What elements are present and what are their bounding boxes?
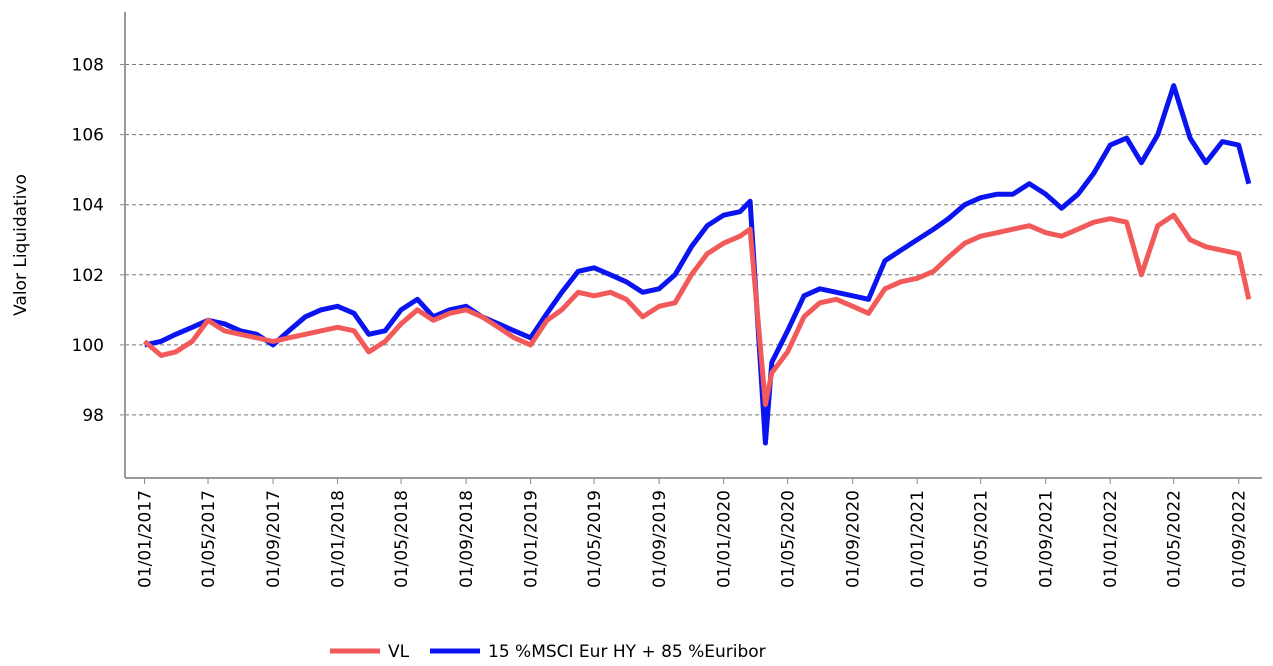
- x-tick-label: 01/01/2022: [1101, 490, 1121, 588]
- x-tick-label: 01/09/2019: [650, 490, 670, 588]
- y-tick-label: 108: [72, 56, 104, 76]
- x-tick-label: 01/09/2020: [844, 490, 864, 588]
- x-tick-label: 01/05/2018: [392, 490, 412, 588]
- x-tick-label: 01/01/2021: [908, 490, 928, 588]
- y-tick-label: 100: [72, 336, 104, 356]
- x-tick-label: 01/01/2017: [136, 490, 156, 588]
- y-tick-label: 98: [82, 406, 104, 426]
- x-tick-label: 01/01/2019: [522, 490, 542, 588]
- x-tick-label: 01/05/2017: [199, 490, 219, 588]
- x-tick-label: 01/09/2017: [264, 490, 284, 588]
- x-tick-label: 01/05/2019: [585, 490, 605, 588]
- x-tick-label: 01/09/2018: [457, 490, 477, 588]
- x-tick-label: 01/09/2022: [1230, 490, 1250, 588]
- series-line: [144, 83, 1252, 446]
- y-axis-label: Valor Liquidativo: [11, 174, 31, 316]
- x-tick-label: 01/09/2021: [1037, 490, 1057, 588]
- y-tick-label: 104: [72, 196, 104, 216]
- y-tick-label: 106: [72, 126, 104, 146]
- legend-label: 15 %MSCI Eur HY + 85 %Euribor: [488, 642, 766, 662]
- series-line: [142, 212, 1252, 407]
- x-tick-label: 01/05/2022: [1165, 490, 1185, 588]
- x-tick-label: 01/01/2020: [715, 490, 735, 588]
- y-tick-label: 102: [72, 266, 104, 286]
- x-tick-label: 01/01/2018: [329, 490, 349, 588]
- legend-label: VL: [388, 642, 410, 662]
- x-tick-label: 01/05/2021: [972, 490, 992, 588]
- x-tick-label: 01/05/2020: [779, 490, 799, 588]
